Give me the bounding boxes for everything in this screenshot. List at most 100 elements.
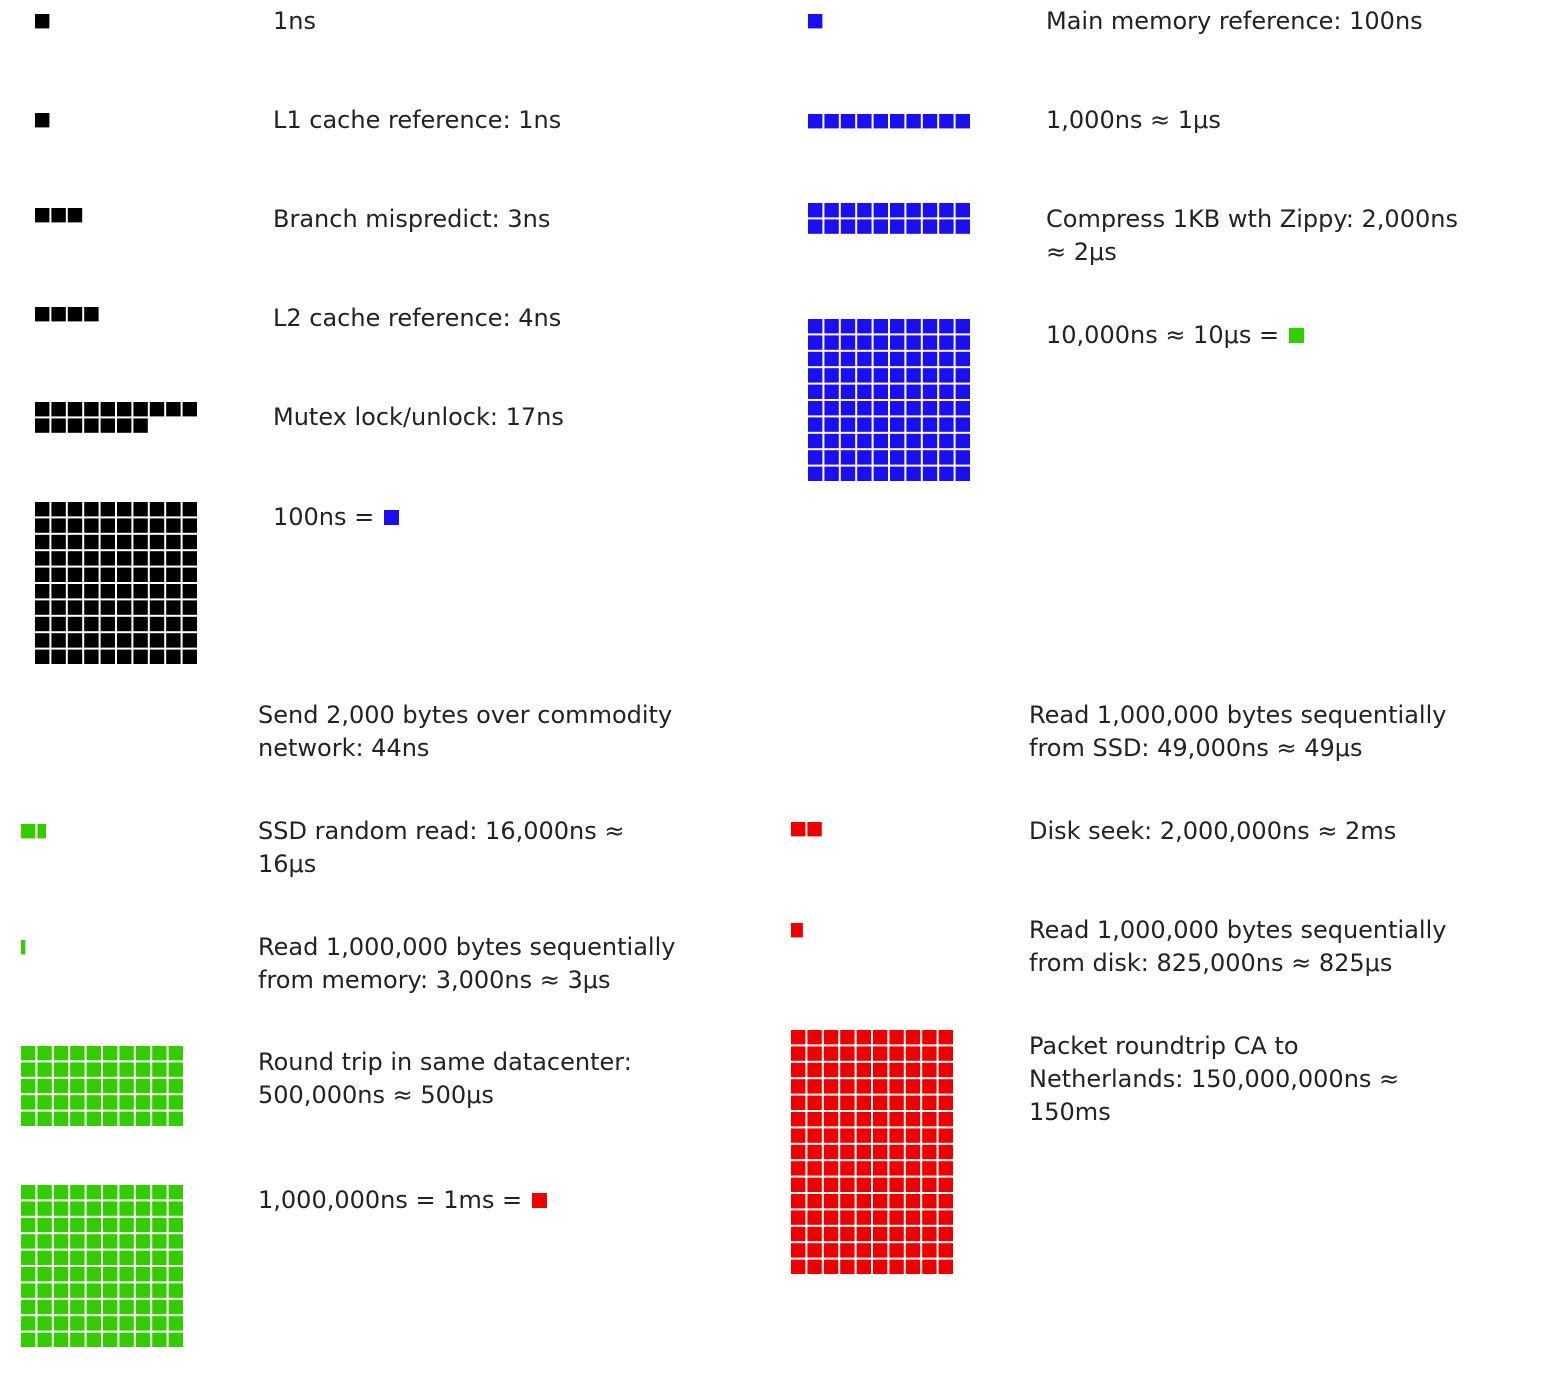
packet-roundtrip-cell bbox=[823, 1128, 839, 1143]
unit-10us-cell bbox=[922, 417, 938, 432]
packet-roundtrip-label-line: Netherlands: 150,000,000ns ≈ bbox=[1029, 1065, 1400, 1093]
zippy-cell bbox=[955, 203, 970, 218]
unit-100ns-cell bbox=[35, 502, 50, 517]
unit-1ms-cell bbox=[168, 1332, 183, 1347]
unit-100ns-cell bbox=[182, 633, 197, 648]
datacenter-cell bbox=[86, 1078, 101, 1094]
unit-10us-cell bbox=[906, 368, 921, 383]
main-memory-label-line: Main memory reference: 100ns bbox=[1046, 7, 1423, 35]
unit-1ms-cell bbox=[37, 1283, 52, 1298]
unit-1ms-cell bbox=[152, 1185, 167, 1200]
unit-100ns-cell bbox=[133, 534, 148, 550]
datacenter-label: Round trip in same datacenter: 500,000ns … bbox=[258, 1046, 632, 1112]
packet-roundtrip-cell bbox=[873, 1112, 888, 1127]
ssd-random-label-line: 16μs bbox=[258, 850, 317, 878]
unit-100ns-cell bbox=[117, 584, 132, 599]
unit-1ms-cell bbox=[168, 1217, 183, 1233]
zippy-cell bbox=[840, 203, 856, 218]
unit-10us-cell bbox=[808, 401, 823, 416]
unit-10us-cell bbox=[840, 450, 856, 465]
unit-1ms-cell bbox=[152, 1299, 167, 1315]
main-memory-label: Main memory reference: 100ns bbox=[1046, 5, 1423, 38]
unit-100ns-cell bbox=[51, 600, 66, 615]
unit-100ns-cell bbox=[149, 518, 165, 533]
mutex-cell bbox=[35, 418, 50, 433]
datacenter-cell bbox=[168, 1062, 183, 1077]
unit-10us-cell bbox=[808, 384, 823, 399]
unit-100ns-cell bbox=[166, 584, 181, 599]
packet-roundtrip-cell bbox=[856, 1194, 871, 1209]
unit-100ns-cell bbox=[149, 584, 165, 599]
unit-10us-cell bbox=[808, 368, 823, 383]
unit-1us-cell bbox=[922, 114, 938, 129]
unit-1ms-cell bbox=[86, 1185, 101, 1200]
unit-10us-cell bbox=[922, 450, 938, 465]
unit-10us-cell bbox=[922, 351, 938, 367]
datacenter-cell bbox=[135, 1111, 151, 1126]
packet-roundtrip-cell bbox=[889, 1095, 904, 1110]
read-disk-grid bbox=[791, 923, 803, 938]
unit-1ms-cell bbox=[70, 1267, 85, 1282]
branch-mispredict-cell bbox=[51, 208, 66, 223]
unit-10us-cell bbox=[857, 368, 872, 383]
packet-roundtrip-cell bbox=[938, 1243, 953, 1258]
packet-roundtrip-grid bbox=[791, 1030, 953, 1274]
packet-roundtrip-cell bbox=[873, 1144, 888, 1160]
read-disk-label-line: from disk: 825,000ns ≈ 825μs bbox=[1029, 949, 1393, 977]
packet-roundtrip-cell bbox=[840, 1030, 855, 1045]
packet-roundtrip-cell bbox=[922, 1095, 937, 1110]
unit-1ms-cell bbox=[37, 1299, 52, 1315]
packet-roundtrip-cell bbox=[840, 1128, 855, 1143]
unit-10us-grid bbox=[808, 319, 970, 481]
unit-1ms-cell bbox=[135, 1299, 151, 1315]
unit-100ns-cell bbox=[35, 518, 50, 533]
datacenter-cell bbox=[21, 1062, 36, 1077]
datacenter-cell bbox=[103, 1095, 118, 1110]
packet-roundtrip-cell bbox=[905, 1210, 921, 1225]
unit-10us-cell bbox=[873, 368, 888, 383]
packet-roundtrip-cell bbox=[807, 1161, 822, 1176]
unit-100ns-equals-swatch bbox=[383, 510, 399, 525]
unit-1ms-cell bbox=[103, 1250, 118, 1265]
mutex-cell bbox=[51, 418, 66, 433]
unit-1us-grid bbox=[808, 114, 970, 129]
unit-100ns-cell bbox=[166, 534, 181, 550]
unit-1ms-cell bbox=[37, 1185, 52, 1200]
packet-roundtrip-cell bbox=[922, 1177, 937, 1192]
unit-1ms-label: 1,000,000ns = 1ms = bbox=[258, 1184, 547, 1217]
packet-roundtrip-cell bbox=[856, 1128, 871, 1143]
datacenter-cell bbox=[119, 1095, 134, 1110]
packet-roundtrip-cell bbox=[905, 1062, 921, 1078]
unit-10us-cell bbox=[808, 351, 823, 367]
packet-roundtrip-cell bbox=[873, 1030, 888, 1045]
packet-roundtrip-cell bbox=[905, 1161, 921, 1176]
packet-roundtrip-cell bbox=[791, 1128, 806, 1143]
l2-cache-cell bbox=[51, 307, 66, 322]
unit-10us-cell bbox=[922, 319, 938, 334]
unit-1ms-cell bbox=[70, 1185, 85, 1200]
unit-1ms-cell bbox=[103, 1332, 118, 1347]
packet-roundtrip-cell bbox=[873, 1243, 888, 1258]
unit-10us-cell bbox=[824, 351, 839, 367]
unit-10us-label-line: 10,000ns ≈ 10μs = bbox=[1046, 319, 1304, 352]
unit-10us-cell bbox=[906, 351, 921, 367]
unit-100ns-cell bbox=[67, 616, 83, 632]
zippy-cell bbox=[906, 203, 921, 218]
unit-1ms-cell bbox=[37, 1217, 52, 1233]
unit-1us-cell bbox=[840, 114, 856, 129]
zippy-cell bbox=[824, 203, 839, 218]
zippy-cell bbox=[939, 219, 954, 234]
unit-100ns-cell bbox=[51, 534, 66, 550]
branch-mispredict-grid bbox=[35, 208, 83, 223]
datacenter-cell bbox=[103, 1046, 118, 1061]
unit-1ms-cell bbox=[152, 1217, 167, 1233]
unit-10us-cell bbox=[955, 417, 970, 432]
packet-roundtrip-cell bbox=[856, 1226, 871, 1242]
unit-10us-cell bbox=[873, 351, 888, 367]
packet-roundtrip-cell bbox=[807, 1243, 822, 1258]
packet-roundtrip-cell bbox=[889, 1226, 904, 1242]
datacenter-cell bbox=[70, 1062, 85, 1077]
unit-1ms-cell bbox=[21, 1217, 36, 1233]
unit-100ns-cell bbox=[117, 534, 132, 550]
zippy-cell bbox=[922, 219, 938, 234]
